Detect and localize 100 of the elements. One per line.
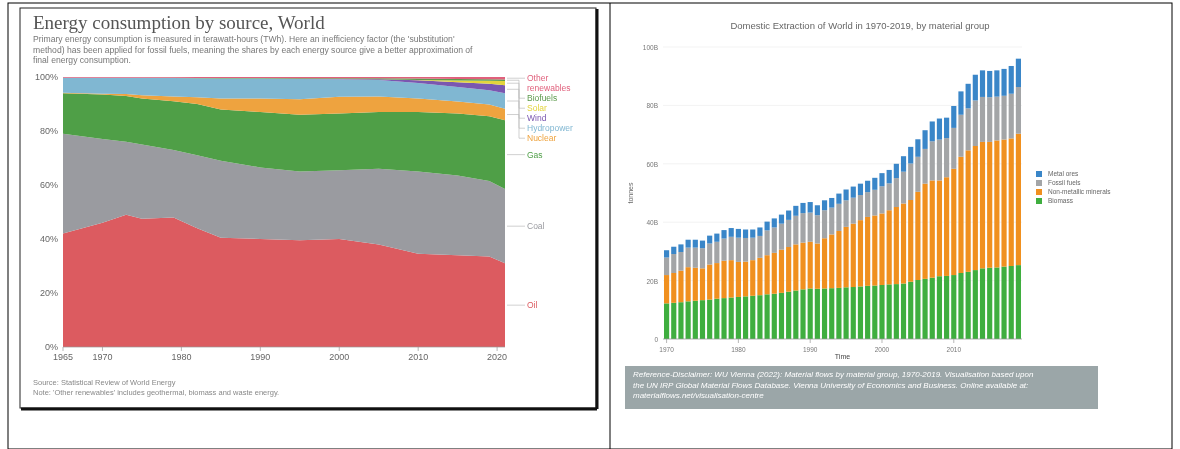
bar	[886, 284, 892, 339]
bar	[757, 235, 763, 258]
bar	[958, 273, 964, 339]
bar	[721, 238, 727, 261]
bar	[721, 230, 727, 239]
bar	[742, 237, 749, 262]
bar	[900, 171, 907, 204]
bar	[958, 114, 964, 157]
bar	[944, 177, 950, 276]
bar	[936, 118, 943, 140]
text: Reference-Disclaimer: WU Vienna (2022): Material flows by material group, 1970-2019. Visualisation based upon the UN IRP Global Material Flows Database. Vienna University of Economics and Business. Online available at: materialflows.net/visualisation-centre	[633, 370, 1034, 400]
bar	[893, 207, 899, 285]
bar	[685, 239, 691, 248]
bar	[692, 267, 698, 301]
bar	[699, 248, 706, 269]
bar	[951, 168, 957, 276]
bar	[929, 141, 935, 181]
bar	[1015, 87, 1021, 134]
bar	[900, 156, 907, 172]
bar	[886, 169, 892, 184]
bar	[872, 285, 878, 339]
bar	[972, 145, 978, 271]
bar	[944, 117, 950, 139]
bar	[979, 268, 986, 339]
bar	[965, 108, 971, 151]
bar	[750, 229, 756, 238]
bar	[671, 254, 677, 274]
bar	[757, 257, 763, 296]
bar	[685, 247, 691, 268]
bar	[699, 268, 706, 301]
bar	[850, 287, 856, 339]
bar	[972, 74, 978, 101]
bar	[807, 241, 813, 289]
bar	[800, 213, 806, 243]
bar	[814, 215, 820, 244]
bar	[664, 257, 670, 276]
y-tick-label: 40%	[39, 234, 58, 244]
bar	[865, 216, 871, 286]
bar	[929, 121, 935, 142]
bar	[900, 203, 907, 284]
bar	[714, 241, 720, 264]
bar	[965, 83, 971, 109]
bar	[879, 213, 885, 285]
bar	[922, 130, 928, 149]
chart-subtitle: Primary energy consumption is measured in terawatt-hours (TWh). Here an inefficiency factor (the 'substitution' method) has been applied for fossil fuels, meaning the shares by each energy source give a better approximation of final energy consumption.	[33, 34, 474, 65]
bar	[793, 205, 799, 216]
bar	[915, 191, 921, 281]
bar	[829, 207, 835, 235]
bar	[821, 238, 828, 289]
bar	[958, 91, 964, 115]
bar	[893, 178, 899, 208]
bar	[857, 286, 864, 339]
bar	[814, 205, 820, 216]
bar	[893, 163, 899, 179]
bar	[750, 260, 756, 296]
bar	[915, 280, 921, 339]
y-tick-label: 0%	[44, 342, 58, 352]
bar	[879, 173, 885, 187]
bar	[771, 252, 777, 294]
bar	[886, 210, 892, 285]
bar	[944, 138, 950, 178]
bar	[965, 271, 971, 339]
bar	[800, 202, 806, 214]
chart-title: Energy consumption by source, World	[33, 12, 326, 33]
bar	[671, 273, 677, 303]
bar	[872, 177, 878, 190]
bar	[814, 243, 820, 289]
bar	[915, 139, 921, 157]
text: Solar	[527, 103, 548, 114]
bar	[886, 183, 892, 211]
bar	[685, 267, 691, 302]
bar	[951, 275, 957, 339]
bar	[671, 246, 677, 255]
bar	[843, 189, 849, 201]
bar	[929, 180, 935, 278]
bar	[908, 163, 914, 201]
bar	[814, 288, 820, 339]
text: Coal	[527, 221, 545, 232]
bar	[786, 247, 792, 292]
bar	[771, 218, 777, 228]
bar	[879, 284, 885, 339]
bar	[821, 200, 828, 211]
bar	[936, 139, 943, 181]
bar	[936, 180, 943, 277]
chart-title: Domestic Extraction of World in 1970-2019, by material group	[730, 20, 990, 31]
bar	[987, 141, 993, 268]
bar	[778, 292, 785, 339]
bar	[714, 298, 720, 339]
bar	[692, 247, 698, 268]
bar	[843, 287, 849, 339]
bar	[1015, 133, 1021, 266]
text: Oil	[527, 300, 538, 311]
bar	[1015, 265, 1021, 339]
bar	[1001, 266, 1007, 339]
bar	[879, 186, 885, 214]
x-tick-label: 2010	[408, 352, 429, 362]
bar	[857, 183, 864, 196]
bar	[850, 223, 856, 288]
x-tick-label: 1990	[250, 352, 271, 362]
bar	[821, 288, 828, 339]
